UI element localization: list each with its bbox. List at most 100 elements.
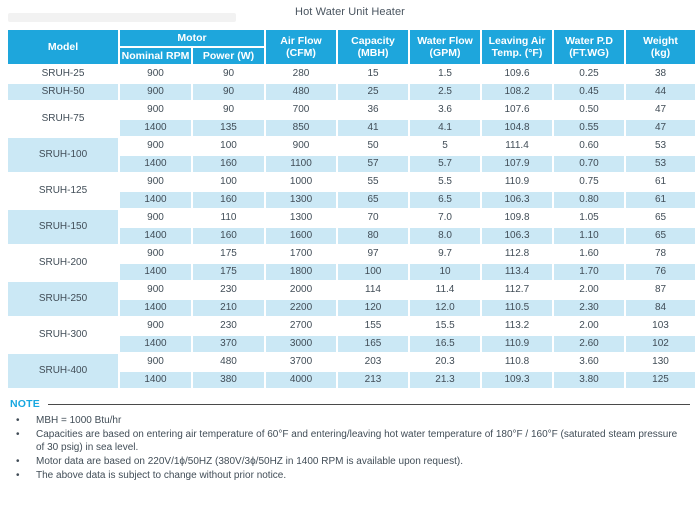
data-cell: 900: [118, 64, 193, 84]
data-cell: 1.10: [552, 226, 627, 246]
data-cell: 106.3: [480, 226, 555, 246]
data-cell: 0.70: [552, 154, 627, 174]
data-cell: 1400: [118, 118, 193, 138]
data-cell: 70: [336, 208, 411, 228]
data-cell: 5: [408, 136, 483, 156]
data-cell: 107.6: [480, 100, 555, 120]
data-cell: 4.1: [408, 118, 483, 138]
spec-table: Model Motor Air Flow (CFM) Capacity (MBH…: [6, 28, 698, 390]
data-cell: 110.5: [480, 298, 555, 318]
col-header-weight: Weight (kg): [624, 28, 698, 66]
table-row: SRUH-25 900 90 280 15 1.5 109.6 0.25 38: [6, 64, 698, 84]
data-cell: 80: [336, 226, 411, 246]
data-cell: 16.5: [408, 334, 483, 354]
table-row: SRUH-300 900 230 2700 155 15.5 113.2 2.00 103: [6, 316, 698, 354]
data-cell: 53: [624, 136, 698, 156]
data-cell: 47: [624, 118, 698, 138]
data-cell: 2.30: [552, 298, 627, 318]
data-cell: 850: [264, 118, 339, 138]
data-cell: 90: [190, 82, 267, 102]
header-row-top: Model Motor Air Flow (CFM) Capacity (MBH…: [6, 28, 698, 66]
data-cell: 5.5: [408, 172, 483, 192]
data-cell: 90: [190, 64, 267, 84]
data-cell: 25: [336, 82, 411, 102]
model-cell: SRUH-25: [6, 64, 120, 84]
col-header-model: Model: [6, 28, 120, 66]
data-cell: 3.6: [408, 100, 483, 120]
data-cell: 107.9: [480, 154, 555, 174]
table-row: SRUH-75 900 90 700 36 3.6 107.6 0.50 47: [6, 100, 698, 138]
data-cell: 108.2: [480, 82, 555, 102]
col-header-leaving-air-line1: Leaving Air: [488, 35, 546, 47]
note-items: • MBH = 1000 Btu/hr • Capacities are based …: [10, 414, 690, 482]
data-cell: 1400: [118, 334, 193, 354]
data-cell: 4000: [264, 370, 339, 390]
data-cell: 110.9: [480, 172, 555, 192]
data-cell: 125: [624, 370, 698, 390]
table-row: SRUH-200 900 175 1700 97 9.7 112.8 1.60 78: [6, 244, 698, 282]
data-cell: 165: [336, 334, 411, 354]
data-cell: 1700: [264, 244, 339, 264]
data-cell: 1.05: [552, 208, 627, 228]
data-cell: 1600: [264, 226, 339, 246]
data-cell: 65: [624, 226, 698, 246]
header-row-sub: Nominal RPM Power (W): [7, 46, 696, 66]
data-cell: 3.80: [552, 370, 627, 390]
data-cell: 1.5: [408, 64, 483, 84]
data-cell: 10: [408, 262, 483, 282]
data-cell: 47: [624, 100, 698, 120]
faded-logo-watermark: [8, 13, 236, 22]
data-cell: 1400: [118, 154, 193, 174]
data-cell: 65: [336, 190, 411, 210]
data-cell: 100: [190, 172, 267, 192]
data-cell: 78: [624, 244, 698, 264]
note-item: • Capacities are based on entering air te…: [10, 428, 690, 454]
col-header-water-pd-line2: (FT.WG): [569, 47, 609, 59]
data-cell: 0.50: [552, 100, 627, 120]
data-cell: 900: [264, 136, 339, 156]
note-header: NOTE: [10, 398, 690, 410]
data-cell: 61: [624, 172, 698, 192]
data-cell: 110.9: [480, 334, 555, 354]
data-cell: 1800: [264, 262, 339, 282]
data-cell: 900: [118, 82, 193, 102]
data-cell: 41: [336, 118, 411, 138]
col-header-capacity-line1: Capacity: [351, 35, 395, 47]
data-cell: 2200: [264, 298, 339, 318]
data-cell: 230: [190, 316, 267, 336]
data-cell: 1000: [264, 172, 339, 192]
data-cell: 1400: [118, 298, 193, 318]
data-cell: 1400: [118, 262, 193, 282]
data-cell: 380: [190, 370, 267, 390]
data-cell: 20.3: [408, 352, 483, 372]
bullet-icon: •: [16, 429, 20, 440]
data-cell: 2.5: [408, 82, 483, 102]
data-cell: 900: [118, 352, 193, 372]
data-cell: 480: [190, 352, 267, 372]
data-cell: 100: [336, 262, 411, 282]
bullet-icon: •: [16, 470, 20, 481]
data-cell: 38: [624, 64, 698, 84]
note-text: Motor data are based on 220V/1ϕ/50HZ (38…: [36, 456, 464, 467]
data-cell: 160: [190, 190, 267, 210]
data-cell: 114: [336, 280, 411, 300]
data-cell: 53: [624, 154, 698, 174]
data-cell: 230: [190, 280, 267, 300]
page-title: Hot Water Unit Heater: [295, 6, 405, 18]
data-cell: 370: [190, 334, 267, 354]
data-cell: 103: [624, 316, 698, 336]
col-header-power-w: Power (W): [190, 46, 267, 66]
model-cell: SRUH-400: [6, 352, 120, 390]
data-cell: 120: [336, 298, 411, 318]
data-cell: 9.7: [408, 244, 483, 264]
data-cell: 900: [118, 280, 193, 300]
data-cell: 1.70: [552, 262, 627, 282]
data-cell: 7.0: [408, 208, 483, 228]
data-cell: 210: [190, 298, 267, 318]
data-cell: 97: [336, 244, 411, 264]
note-text: MBH = 1000 Btu/hr: [36, 415, 122, 426]
col-header-leaving-air: Leaving Air Temp. (°F): [480, 28, 555, 66]
data-cell: 130: [624, 352, 698, 372]
data-cell: 2.00: [552, 316, 627, 336]
data-cell: 1100: [264, 154, 339, 174]
